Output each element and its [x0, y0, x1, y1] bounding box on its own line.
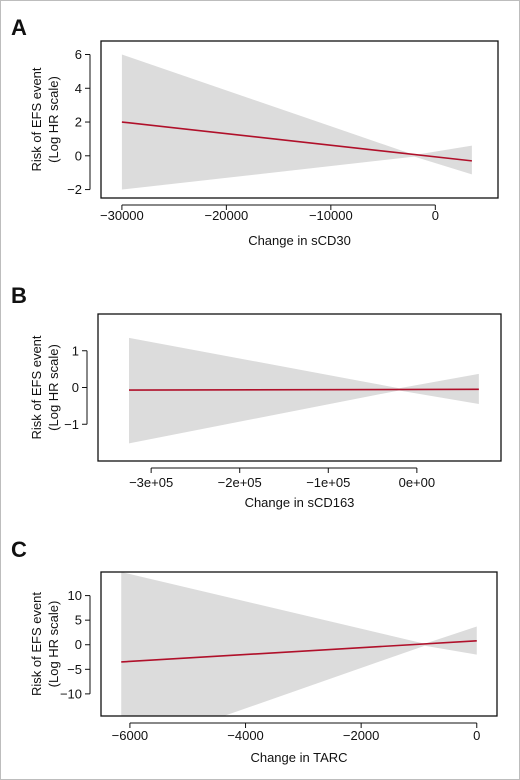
y-axis-title-line1: Risk of EFS event	[29, 592, 44, 696]
y-tick-label: 5	[75, 613, 82, 628]
x-axis-title: Change in sCD30	[248, 233, 351, 248]
x-tick-label: −2e+05	[218, 475, 262, 490]
y-axis-title-line2: (Log HR scale)	[46, 76, 61, 163]
hazard-ratio-line	[121, 640, 477, 663]
panel-C: −10 −5 0 5 10 −6000 −4000 −2000 0 Change in TARC R…	[11, 537, 498, 765]
panel-letter: B	[11, 283, 27, 308]
x-axis-title: Change in TARC	[250, 750, 347, 765]
confidence-band	[121, 572, 477, 716]
y-tick-label: 2	[75, 115, 82, 130]
confidence-band	[129, 337, 479, 444]
x-tick-label: −30000	[100, 208, 144, 223]
y-tick-label: 0	[75, 637, 82, 652]
y-axis-title-line2: (Log HR scale)	[46, 344, 61, 431]
y-tick-label: 0	[75, 148, 82, 163]
x-tick-label: −1e+05	[306, 475, 350, 490]
y-axis-title-line2: (Log HR scale)	[46, 601, 61, 688]
y-tick-label: 10	[68, 588, 82, 603]
x-tick-label: 0e+00	[399, 475, 436, 490]
x-tick-label: −6000	[112, 728, 149, 743]
confidence-band	[121, 54, 472, 190]
y-tick-label: 1	[72, 343, 79, 358]
x-tick-label: 0	[473, 728, 480, 743]
plot-frame	[100, 40, 499, 199]
y-tick-label: 6	[75, 47, 82, 62]
x-axis-title: Change in sCD163	[245, 495, 355, 510]
x-tick-label: −10000	[309, 208, 353, 223]
hazard-ratio-line	[128, 388, 479, 391]
plot-frame	[97, 313, 502, 462]
y-tick-label: −1	[64, 417, 79, 432]
plot-frame	[100, 571, 498, 717]
x-tick-label: −3e+05	[129, 475, 173, 490]
x-tick-label: −4000	[227, 728, 264, 743]
y-tick-label: −2	[67, 182, 82, 197]
y-axis-title-line1: Risk of EFS event	[29, 335, 44, 439]
y-tick-label: 4	[75, 81, 82, 96]
panel-letter: C	[11, 537, 27, 562]
panel-A: −2 0 2 4 6 −30000 −20000 −10000 0 Change in sCD30…	[11, 15, 499, 248]
hazard-ratio-line	[121, 121, 472, 162]
x-tick-label: −20000	[204, 208, 248, 223]
y-tick-label: −10	[60, 686, 82, 701]
y-tick-label: 0	[72, 380, 79, 395]
panel-B: −1 0 1 −3e+05 −2e+05 −1e+05 0e+00 Change in sCD…	[11, 283, 502, 510]
y-tick-label: −5	[67, 662, 82, 677]
x-tick-label: 0	[432, 208, 439, 223]
y-axis-title-line1: Risk of EFS event	[29, 67, 44, 171]
panel-letter: A	[11, 15, 27, 40]
x-tick-label: −2000	[343, 728, 380, 743]
